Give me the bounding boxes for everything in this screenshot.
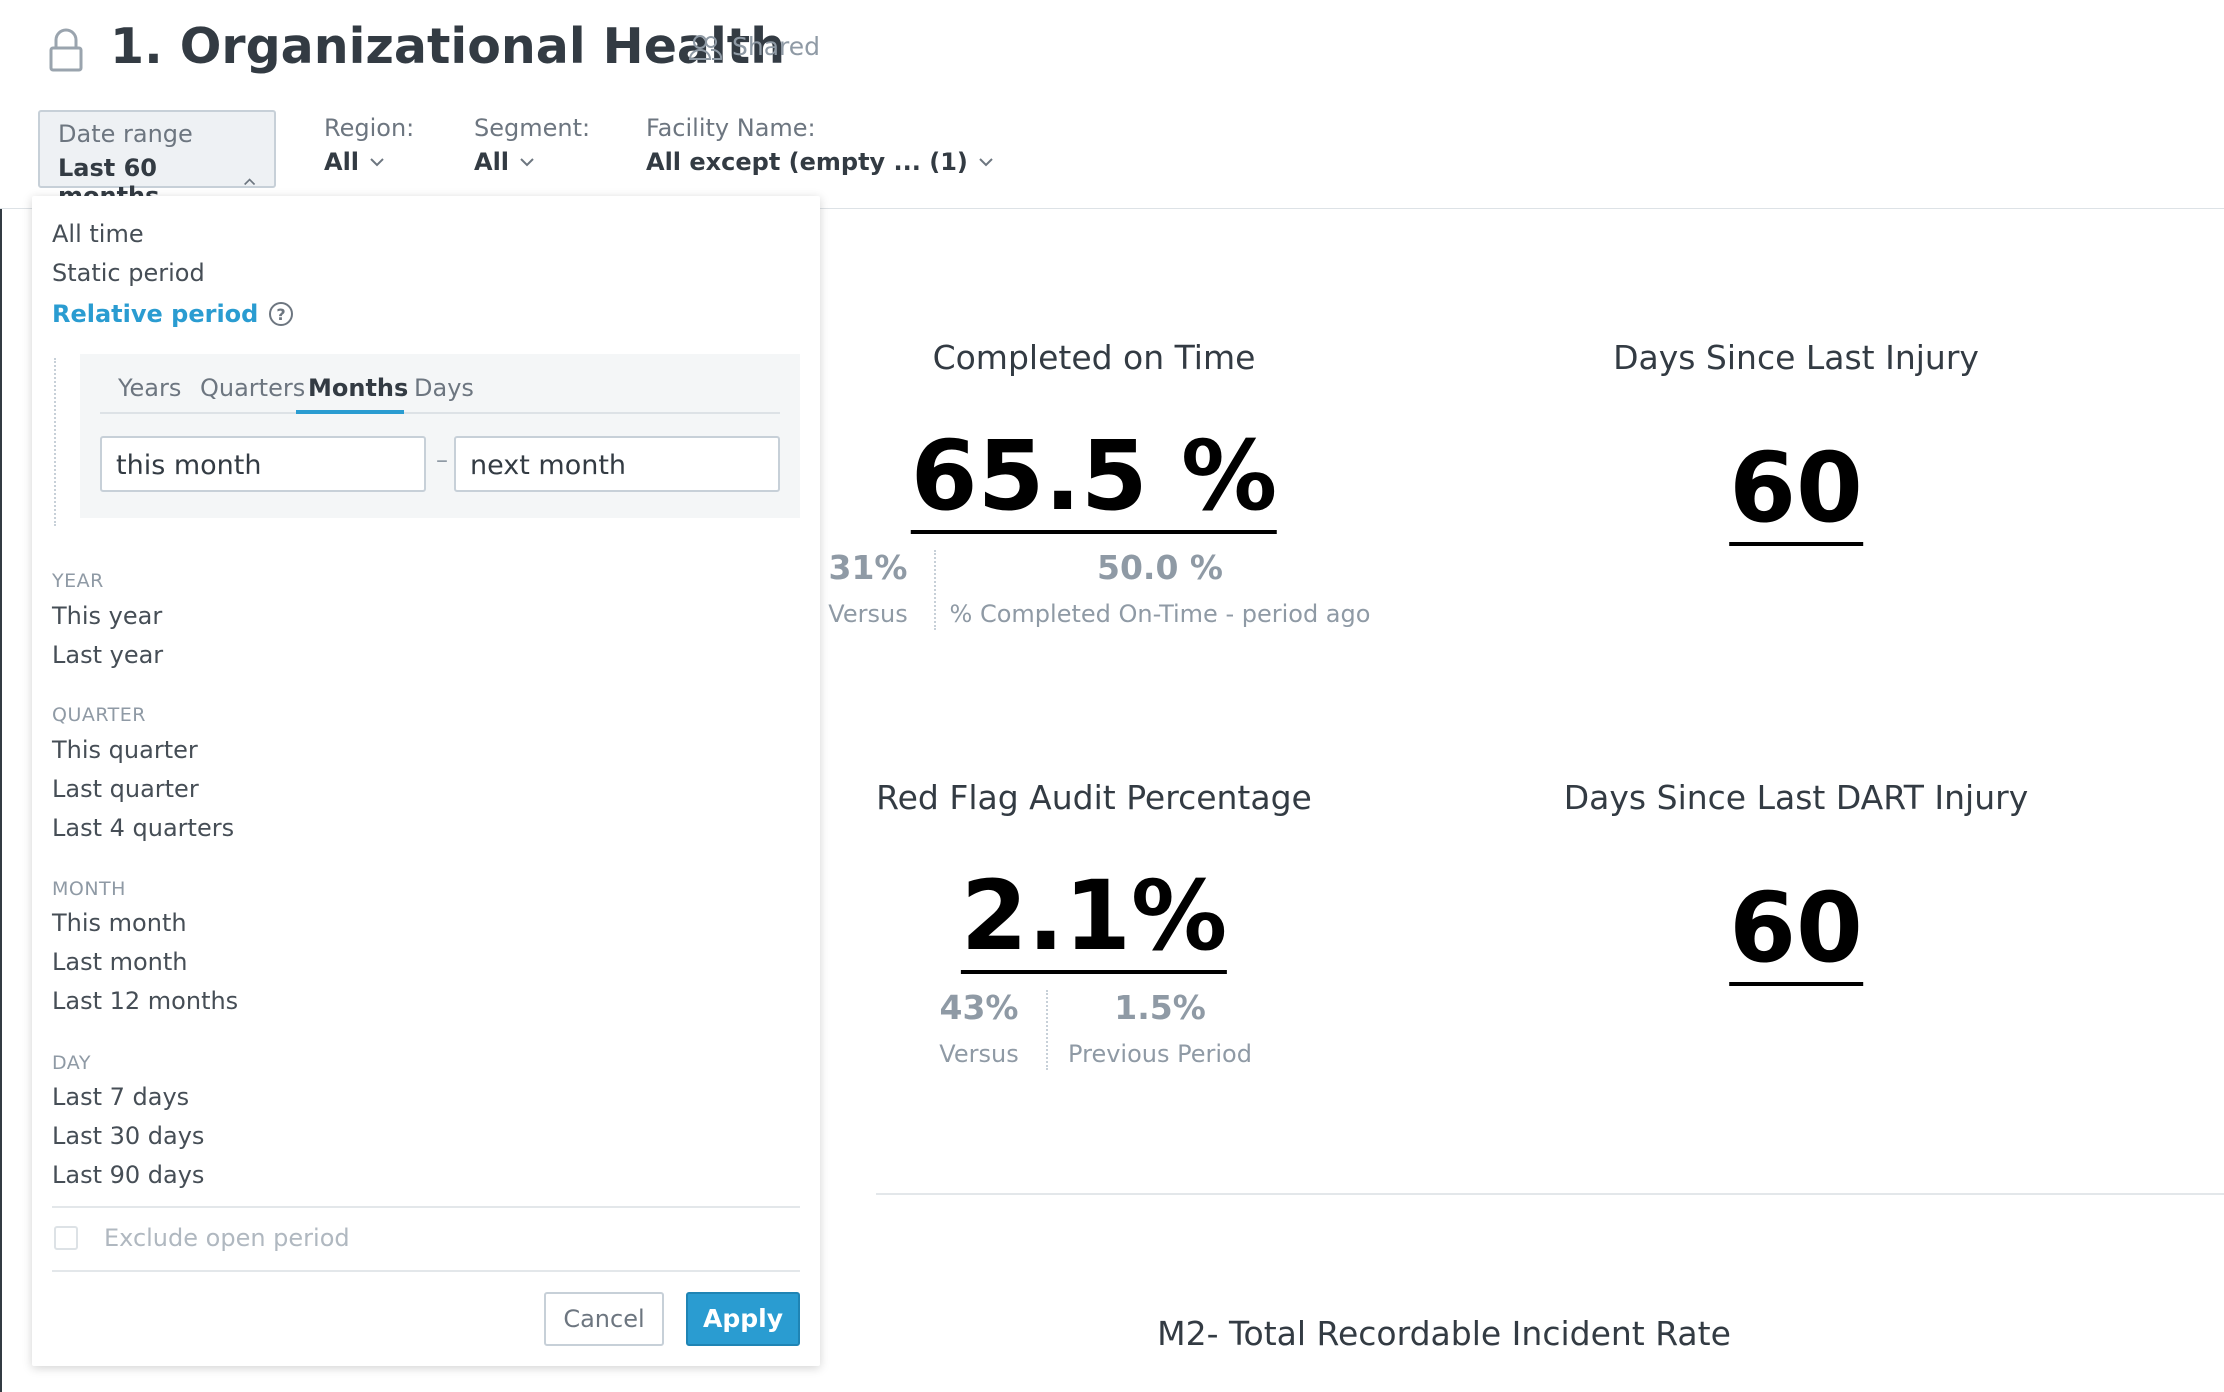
section-quarter: QUARTER [52, 704, 146, 726]
svg-text:?: ? [277, 305, 286, 324]
shared-label: Shared [732, 32, 821, 61]
chevron-up-icon [243, 178, 255, 186]
date-range-filter[interactable]: Date range Last 60 months [38, 110, 276, 210]
tab-quarters[interactable]: Quarters [200, 374, 306, 402]
tab-days[interactable]: Days [414, 374, 474, 402]
segment-filter[interactable]: Segment: All [474, 114, 590, 176]
region-label: Region: [324, 114, 415, 142]
date-range-label: Date range [58, 120, 193, 148]
dashboard-header: 1. Organizational Health Shared [0, 0, 2224, 97]
option-all-time[interactable]: All time [52, 220, 144, 248]
chevron-down-icon [520, 158, 534, 167]
from-period-input[interactable]: this month [100, 436, 426, 492]
window-edge [0, 0, 2, 1392]
kpi-completed-prev-value: 50.0 % [1097, 548, 1223, 587]
kpi-days-dart-title: Days Since Last DART Injury [1563, 778, 2029, 817]
option-this-year[interactable]: This year [52, 602, 163, 630]
facility-value: All except (empty ... (1) [646, 148, 968, 176]
option-this-quarter[interactable]: This quarter [52, 736, 198, 764]
relative-period-panel: Years Quarters Months Days this month – … [80, 354, 800, 518]
option-last-12-months[interactable]: Last 12 months [52, 987, 239, 1015]
section-month: MONTH [52, 878, 126, 900]
kpi-completed-title: Completed on Time [932, 338, 1256, 377]
range-dash: – [436, 446, 448, 474]
option-last-quarter[interactable]: Last quarter [52, 775, 199, 803]
to-period-input[interactable]: next month [454, 436, 780, 492]
section-day: DAY [52, 1052, 91, 1074]
kpi-completed-prev-label: % Completed On-Time - period ago [949, 600, 1371, 628]
kpi-completed-versus-label: Versus [828, 600, 908, 628]
chevron-down-icon [979, 158, 993, 167]
help-icon[interactable]: ? [268, 301, 294, 327]
people-icon [688, 34, 722, 60]
facility-filter[interactable]: Facility Name: All except (empty ... (1) [646, 114, 994, 176]
option-this-month[interactable]: This month [52, 909, 187, 937]
dropdown-divider [52, 1270, 800, 1272]
kpi-days-dart-value[interactable]: 60 [1729, 872, 1863, 986]
cancel-button[interactable]: Cancel [544, 1292, 664, 1346]
page-title: 1. Organizational Health [110, 18, 786, 75]
kpi-red-flag-versus-label: Versus [939, 1040, 1019, 1068]
region-value: All [324, 148, 360, 176]
apply-button[interactable]: Apply [686, 1292, 800, 1346]
option-relative-period[interactable]: Relative period ? [52, 300, 294, 328]
section-year: YEAR [52, 570, 104, 592]
filter-bar: Date range Last 60 months Region: All Se… [0, 96, 2224, 210]
segment-label: Segment: [474, 114, 591, 142]
kpi-red-flag-prev-value: 1.5% [1114, 988, 1206, 1027]
bottom-chart-title: M2- Total Recordable Incident Rate [1157, 1314, 1731, 1353]
shared-indicator[interactable]: Shared [688, 32, 820, 61]
relative-period-label: Relative period [52, 300, 259, 328]
exclude-open-period-checkbox[interactable] [54, 1226, 78, 1250]
region-filter[interactable]: Region: All [324, 114, 414, 176]
tab-underline [100, 412, 780, 414]
kpi-completed-versus-pct: 31% [828, 548, 908, 587]
kpi-red-flag-value[interactable]: 2.1% [960, 860, 1228, 974]
exclude-open-period-label[interactable]: Exclude open period [104, 1224, 350, 1252]
kpi-red-flag-separator [1046, 990, 1048, 1070]
tab-years[interactable]: Years [118, 374, 182, 402]
kpi-completed-separator [934, 550, 936, 630]
dropdown-divider [52, 1206, 800, 1208]
kpi-days-injury-title: Days Since Last Injury [1613, 338, 1979, 377]
chevron-down-icon [370, 158, 384, 167]
tab-months[interactable]: Months [308, 374, 409, 402]
option-last-90-days[interactable]: Last 90 days [52, 1161, 205, 1189]
kpi-red-flag-prev-label: Previous Period [1068, 1040, 1252, 1068]
option-last-month[interactable]: Last month [52, 948, 188, 976]
kpi-completed-value[interactable]: 65.5 % [910, 420, 1278, 534]
segment-value: All [474, 148, 510, 176]
active-tab-indicator [296, 410, 404, 414]
section-divider [876, 1193, 2224, 1195]
option-last-4-quarters[interactable]: Last 4 quarters [52, 814, 235, 842]
lock-icon[interactable] [48, 28, 84, 72]
kpi-red-flag-title: Red Flag Audit Percentage [876, 778, 1312, 817]
facility-label: Facility Name: [646, 114, 816, 142]
kpi-red-flag-versus-pct: 43% [939, 988, 1019, 1027]
relative-period-indent [54, 358, 56, 526]
option-last-30-days[interactable]: Last 30 days [52, 1122, 205, 1150]
kpi-days-injury-value[interactable]: 60 [1729, 432, 1863, 546]
option-last-7-days[interactable]: Last 7 days [52, 1083, 190, 1111]
option-static-period[interactable]: Static period [52, 259, 205, 287]
date-range-dropdown: All time Static period Relative period ?… [32, 196, 820, 1366]
option-last-year[interactable]: Last year [52, 641, 164, 669]
